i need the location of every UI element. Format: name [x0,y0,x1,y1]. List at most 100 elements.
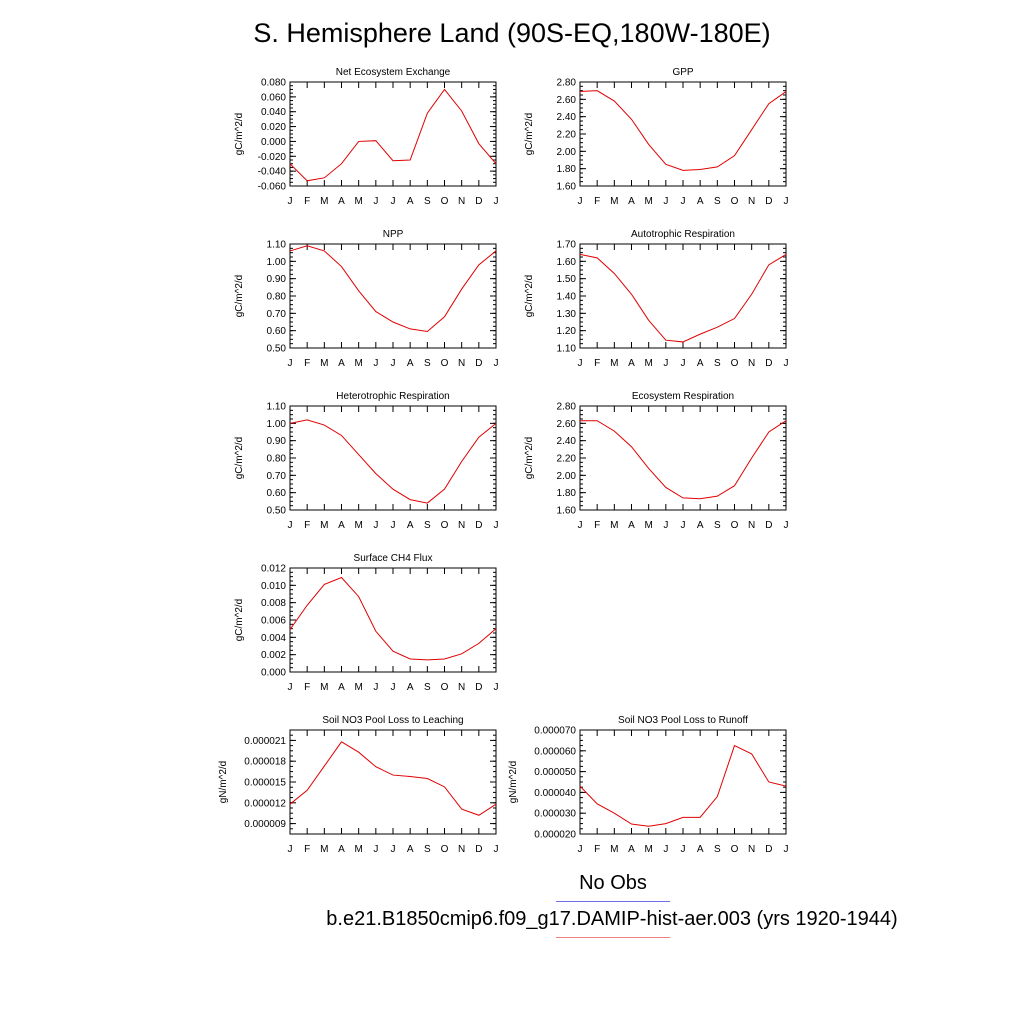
x-tick-label: N [748,196,755,207]
x-tick-label: A [407,520,414,531]
x-tick-label: S [424,844,431,855]
x-tick-label: J [373,844,378,855]
x-tick-label: N [458,358,465,369]
x-tick-label: J [494,520,499,531]
y-tick-label: 1.50 [557,274,577,285]
x-tick-label: O [441,358,449,369]
x-tick-label: A [697,520,704,531]
x-tick-label: N [458,520,465,531]
y-tick-label: 1.60 [557,506,577,517]
x-tick-label: J [578,844,583,855]
y-tick-label: 0.000050 [534,767,576,778]
chart-panel: Soil NO3 Pool Loss to Runoff gN/m^2/d 0.00… [508,715,789,855]
x-tick-label: J [288,520,293,531]
x-tick-label: A [407,358,414,369]
y-tick-label: -0.060 [258,182,287,193]
x-tick-label: J [391,682,396,693]
x-tick-label: N [748,520,755,531]
y-tick-label: 0.002 [261,650,286,661]
x-tick-label: F [304,196,310,207]
y-tick-label: 2.80 [557,402,577,413]
y-tick-label: 1.10 [557,344,577,355]
x-tick-label: O [731,196,739,207]
x-tick-label: J [681,196,686,207]
y-axis-label: gN/m^2/d [508,761,519,804]
x-tick-label: J [391,520,396,531]
x-tick-label: A [338,196,345,207]
x-tick-label: J [663,844,668,855]
y-tick-label: 0.010 [261,581,286,592]
y-tick-label: 0.60 [267,488,287,499]
x-tick-label: M [644,358,652,369]
x-tick-label: J [578,358,583,369]
x-tick-label: M [610,196,618,207]
series-line [579,253,787,343]
y-tick-label: 0.000030 [534,809,576,820]
y-axis-label: gC/m^2/d [524,113,535,156]
series-line [289,741,497,816]
x-tick-label: J [288,358,293,369]
x-tick-label: J [391,196,396,207]
x-tick-label: F [594,520,600,531]
x-tick-label: J [494,844,499,855]
x-tick-label: A [697,358,704,369]
chart-title: Surface CH4 Flux [354,553,433,564]
x-tick-label: N [458,844,465,855]
y-axis-label: gC/m^2/d [524,275,535,318]
plot-frame [289,405,497,511]
y-tick-label: 0.040 [261,107,286,118]
x-tick-label: D [765,520,772,531]
x-tick-label: O [731,520,739,531]
x-tick-label: J [494,358,499,369]
x-tick-label: A [338,520,345,531]
series-line [579,90,787,171]
y-tick-label: 0.080 [261,78,286,89]
y-axis-label: gC/m^2/d [524,437,535,480]
y-tick-label: 2.60 [557,419,577,430]
y-axis-label: gC/m^2/d [234,275,245,318]
y-axis-label: gC/m^2/d [234,113,245,156]
x-tick-label: A [338,844,345,855]
y-tick-label: 0.008 [261,598,286,609]
x-tick-label: D [475,358,482,369]
x-tick-label: J [681,844,686,855]
plot-frame [289,81,497,187]
x-tick-label: A [628,358,635,369]
x-tick-label: M [610,358,618,369]
x-tick-label: M [354,520,362,531]
y-tick-label: 2.80 [557,78,577,89]
x-tick-label: F [594,358,600,369]
y-tick-label: 1.30 [557,309,577,320]
y-tick-label: 0.000040 [534,788,576,799]
series-line [289,419,497,504]
x-tick-label: J [663,520,668,531]
x-tick-label: J [784,358,789,369]
x-tick-label: A [338,358,345,369]
x-tick-label: M [610,844,618,855]
x-tick-label: S [714,520,721,531]
x-tick-label: J [663,358,668,369]
x-tick-label: M [320,196,328,207]
legend-case-line [556,937,670,938]
y-tick-label: 0.000015 [244,778,286,789]
y-tick-label: 0.80 [267,292,287,303]
legend-obs-label: No Obs [579,872,647,894]
x-tick-label: M [320,358,328,369]
x-tick-label: J [288,196,293,207]
x-tick-label: S [424,682,431,693]
x-tick-label: A [407,844,414,855]
x-tick-label: S [714,196,721,207]
chart-panel: Ecosystem Respiration gC/m^2/d 1.60 1.80 2.0… [524,391,789,531]
y-tick-label: 0.80 [267,454,287,465]
y-tick-label: 0.012 [261,564,286,575]
y-tick-label: 0.000070 [534,726,576,737]
x-tick-label: J [784,196,789,207]
y-tick-label: 1.40 [557,292,577,303]
x-tick-label: J [663,196,668,207]
x-tick-label: J [288,844,293,855]
chart-title: GPP [672,67,693,78]
y-tick-label: 0.000021 [244,736,286,747]
y-tick-label: 0.50 [267,344,287,355]
y-tick-label: 2.20 [557,130,577,141]
